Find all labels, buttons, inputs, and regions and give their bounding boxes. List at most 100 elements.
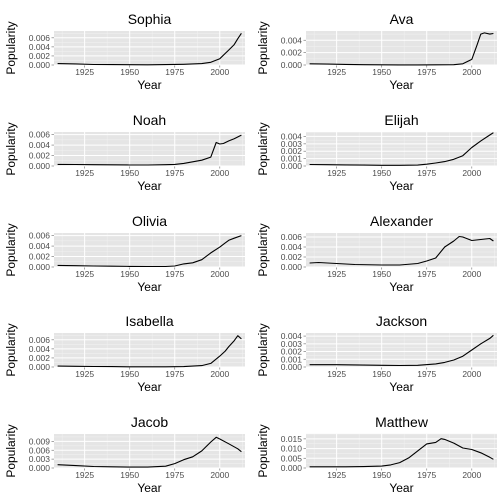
chart-sophia: 1925 1950 1975 2000 0.000 0.002 0.004 0.006 Soph… (0, 0, 252, 101)
y-tick-label: 0.000 (29, 463, 51, 473)
y-axis-label: Popularity (4, 425, 18, 478)
series-line-matthew (309, 438, 494, 468)
x-tick-label: 1975 (165, 470, 184, 480)
y-axis-label: Popularity (256, 122, 270, 175)
x-tick-label: 2000 (462, 168, 481, 178)
x-tick-label: 1975 (417, 269, 436, 279)
chart-title: Ava (390, 11, 414, 27)
y-tick-label: 0.002 (29, 251, 51, 261)
plot-background (54, 434, 245, 469)
x-tick-label: 2000 (462, 369, 481, 379)
y-tick-label: 0.003 (281, 339, 303, 349)
x-tick-label: 1925 (327, 168, 346, 178)
y-tick-label: 0.006 (29, 445, 51, 455)
series-line-jacob (57, 436, 242, 468)
y-tick-label: 0.001 (281, 153, 303, 163)
x-tick-label: 1975 (417, 67, 436, 77)
x-tick-label: 1950 (120, 269, 139, 279)
x-tick-label: 1925 (75, 269, 94, 279)
x-tick-label: 1975 (165, 67, 184, 77)
chart-jackson: 1925 1950 1975 2000 0.000 0.001 0.002 0.003 0.00… (252, 302, 504, 403)
x-tick-label: 1925 (327, 470, 346, 480)
x-tick-label: 1950 (372, 269, 391, 279)
y-tick-label: 0.001 (281, 355, 303, 365)
series-line-sophia (57, 32, 242, 66)
x-axis-label: Year (137, 179, 161, 193)
x-tick-label: 1975 (165, 369, 184, 379)
chart-alexander: 1925 1950 1975 2000 0.000 0.002 0.004 0.006 Alex… (252, 202, 504, 303)
x-tick-label: 1950 (372, 470, 391, 480)
chart-title: Matthew (375, 414, 429, 430)
series-line-ava (309, 32, 494, 66)
y-tick-label: 0.006 (29, 33, 51, 43)
y-axis-label: Popularity (256, 21, 270, 74)
x-tick-label: 1925 (75, 67, 94, 77)
x-tick-label: 2000 (210, 369, 229, 379)
x-tick-label: 1950 (120, 470, 139, 480)
x-tick-label: 2000 (210, 67, 229, 77)
x-tick-label: 1925 (75, 470, 94, 480)
x-axis-label: Year (389, 179, 413, 193)
plot-background (306, 232, 497, 267)
y-tick-label: 0.002 (29, 51, 51, 61)
x-tick-label: 2000 (210, 470, 229, 480)
y-tick-label: 0.004 (281, 331, 303, 341)
x-tick-label: 1950 (372, 168, 391, 178)
series-line-elijah (309, 132, 494, 166)
x-tick-label: 1925 (327, 269, 346, 279)
plot-background (306, 131, 497, 166)
plot-background (54, 131, 245, 166)
chart-jacob: 1925 1950 1975 2000 0.000 0.003 0.006 0.009 Jaco… (0, 403, 252, 504)
x-axis-label: Year (137, 280, 161, 294)
x-tick-label: 1925 (327, 369, 346, 379)
chart-title: Jacob (131, 414, 169, 430)
y-tick-label: 0.004 (29, 140, 51, 150)
x-tick-label: 1975 (165, 168, 184, 178)
plot-background (54, 232, 245, 267)
y-tick-label: 0.006 (29, 335, 51, 345)
y-tick-label: 0.000 (29, 60, 51, 70)
y-tick-label: 0.003 (281, 139, 303, 149)
y-tick-label: 0.004 (281, 242, 303, 252)
y-tick-label: 0.004 (29, 344, 51, 354)
chart-title: Alexander (370, 213, 433, 229)
y-tick-label: 0.000 (281, 463, 303, 473)
plot-background (306, 30, 497, 65)
y-tick-label: 0.000 (281, 362, 303, 372)
series-line-jackson (309, 335, 494, 367)
x-tick-label: 2000 (462, 470, 481, 480)
chart-noah: 1925 1950 1975 2000 0.000 0.002 0.004 0.006 Noah… (0, 101, 252, 202)
x-axis-label: Year (389, 280, 413, 294)
y-axis-label: Popularity (256, 223, 270, 276)
chart-isabella: 1925 1950 1975 2000 0.000 0.002 0.004 0.006 Isab… (0, 302, 252, 403)
y-tick-label: 0.000 (29, 262, 51, 272)
y-tick-label: 0.004 (281, 35, 303, 45)
y-tick-label: 0.000 (29, 161, 51, 171)
x-axis-label: Year (389, 78, 413, 92)
x-tick-label: 1925 (75, 369, 94, 379)
y-tick-label: 0.002 (29, 353, 51, 363)
chart-elijah: 1925 1950 1975 2000 0.000 0.001 0.002 0.003 0.00… (252, 101, 504, 202)
plot-background (54, 30, 245, 65)
y-tick-label: 0.000 (281, 262, 303, 272)
chart-svg: 1925 1950 1975 2000 0.0000.0010.0020.0030.00… (256, 112, 497, 193)
x-tick-label: 1975 (417, 168, 436, 178)
y-axis-label: Popularity (256, 425, 270, 478)
x-tick-label: 1950 (372, 67, 391, 77)
x-axis-label: Year (137, 380, 161, 394)
chart-svg: 1925 1950 1975 2000 0.000 0.002 0.004 Ava Year Po… (256, 11, 497, 92)
x-tick-label: 1975 (417, 470, 436, 480)
y-tick-label: 0.002 (281, 252, 303, 262)
x-tick-label: 2000 (210, 168, 229, 178)
y-tick-label: 0.002 (29, 150, 51, 160)
x-tick-label: 1975 (417, 369, 436, 379)
x-tick-label: 1925 (327, 67, 346, 77)
y-tick-label: 0.006 (281, 232, 303, 242)
y-axis-label: Popularity (256, 324, 270, 377)
